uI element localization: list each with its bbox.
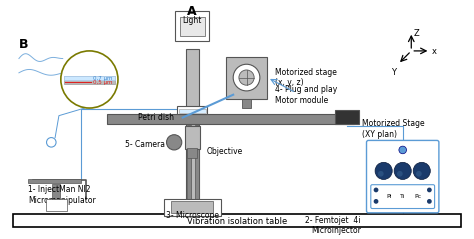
- Bar: [195, 125, 199, 201]
- Bar: [107, 114, 354, 124]
- Circle shape: [374, 188, 378, 192]
- FancyBboxPatch shape: [366, 141, 439, 213]
- Text: B: B: [19, 38, 28, 51]
- Bar: [188, 125, 191, 201]
- Bar: [175, 11, 210, 41]
- Circle shape: [394, 162, 411, 179]
- Text: Light: Light: [182, 16, 202, 25]
- Circle shape: [233, 64, 260, 91]
- Bar: [52, 184, 60, 201]
- Bar: [46, 200, 66, 211]
- Text: 5- Camera: 5- Camera: [125, 140, 164, 149]
- Bar: [242, 98, 251, 108]
- Text: A: A: [187, 5, 197, 18]
- Circle shape: [416, 171, 422, 177]
- Text: 1- InjectMan NI2
Micromanipulator: 1- InjectMan NI2 Micromanipulator: [28, 185, 96, 205]
- Bar: [226, 57, 267, 98]
- Bar: [186, 49, 199, 201]
- Text: 4- Plug and play
Motor module: 4- Plug and play Motor module: [275, 85, 337, 105]
- Text: Pc: Pc: [414, 194, 421, 199]
- Text: Z: Z: [413, 29, 419, 38]
- Bar: [28, 179, 81, 183]
- Circle shape: [399, 146, 407, 154]
- Text: Petri dish: Petri dish: [138, 113, 174, 122]
- Bar: [177, 106, 208, 114]
- Text: 0,7 μm: 0,7 μm: [93, 76, 113, 81]
- Circle shape: [374, 199, 378, 204]
- Bar: [180, 17, 205, 36]
- Text: Motorized stage
(x, y, z): Motorized stage (x, y, z): [275, 68, 337, 87]
- Bar: [188, 148, 197, 158]
- Text: 2- Femtojet  4i
Microinjector: 2- Femtojet 4i Microinjector: [305, 216, 361, 235]
- Circle shape: [427, 199, 432, 204]
- Bar: [335, 110, 359, 124]
- Bar: [171, 201, 213, 213]
- Circle shape: [427, 188, 432, 192]
- Bar: [184, 126, 200, 149]
- Text: x: x: [432, 47, 437, 56]
- Bar: [64, 76, 115, 84]
- Circle shape: [397, 171, 403, 177]
- Circle shape: [378, 171, 383, 177]
- Circle shape: [61, 51, 118, 108]
- Text: Motorized Stage
(XY plan): Motorized Stage (XY plan): [362, 120, 424, 139]
- Text: 0,5 μm: 0,5 μm: [93, 80, 113, 85]
- Circle shape: [375, 162, 392, 179]
- Bar: [64, 76, 115, 81]
- Text: Pi: Pi: [387, 194, 392, 199]
- Text: Y: Y: [391, 68, 396, 77]
- Circle shape: [413, 162, 430, 179]
- Text: 3- Microscope: 3- Microscope: [166, 211, 219, 220]
- Bar: [164, 199, 221, 216]
- Bar: [13, 214, 461, 227]
- Bar: [179, 109, 206, 113]
- Text: Vibration isolation table: Vibration isolation table: [187, 217, 287, 226]
- Circle shape: [46, 138, 56, 147]
- FancyBboxPatch shape: [371, 185, 435, 208]
- Text: Objective: Objective: [207, 147, 243, 156]
- Circle shape: [239, 70, 254, 85]
- Circle shape: [166, 135, 182, 150]
- Text: Ti: Ti: [400, 194, 405, 199]
